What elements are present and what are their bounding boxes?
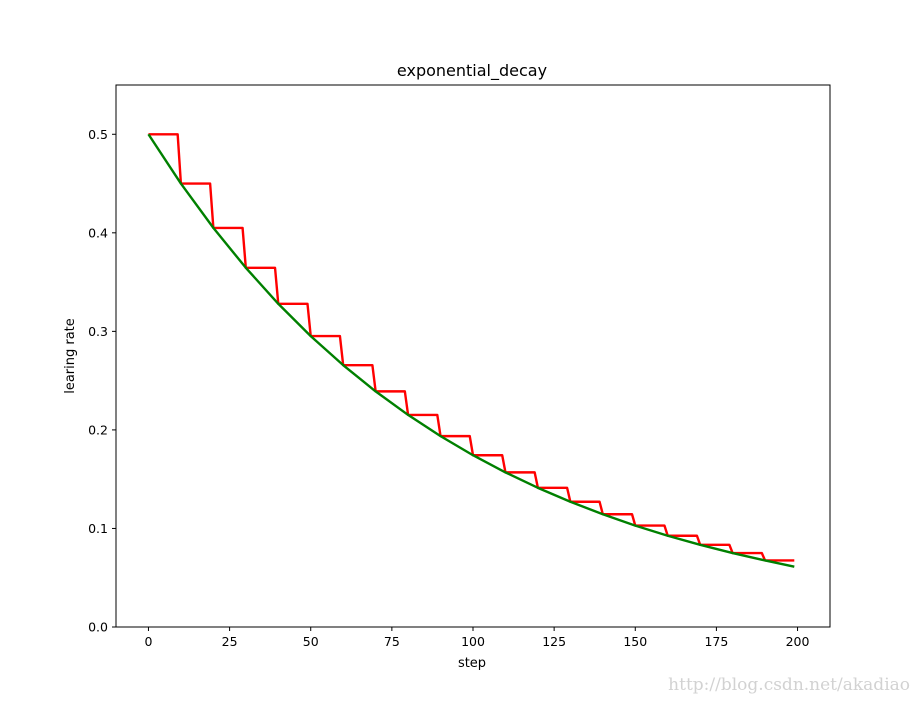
x-axis-label: step (458, 656, 486, 671)
x-tick-label: 200 (786, 634, 810, 649)
x-tick-label: 50 (303, 634, 319, 649)
x-tick-label: 25 (222, 634, 238, 649)
series-layer (147, 133, 795, 568)
watermark-text: http://blog.csdn.net/akadiao (668, 675, 910, 695)
y-tick-label: 0.2 (88, 422, 108, 437)
y-tick-label: 0.0 (88, 620, 108, 635)
smooth-decay-line (147, 133, 795, 568)
chart-title: exponential_decay (397, 61, 547, 81)
y-tick-label: 0.3 (88, 324, 108, 339)
y-axis-ticks: 0.0 0.1 0.2 0.3 0.4 0.5 (88, 127, 116, 635)
x-tick-label: 175 (704, 634, 728, 649)
x-tick-label: 100 (461, 634, 485, 649)
x-tick-label: 125 (542, 634, 566, 649)
x-tick-label: 75 (384, 634, 400, 649)
y-tick-label: 0.4 (88, 225, 108, 240)
x-tick-label: 150 (623, 634, 647, 649)
y-axis-label: learing rate (63, 318, 78, 394)
staircase-decay-line (148, 133, 795, 562)
x-tick-label: 0 (144, 634, 152, 649)
x-axis-ticks: 0 25 50 75 100 125 150 175 200 (144, 627, 810, 649)
y-tick-label: 0.1 (88, 521, 108, 536)
y-tick-label: 0.5 (88, 127, 108, 142)
